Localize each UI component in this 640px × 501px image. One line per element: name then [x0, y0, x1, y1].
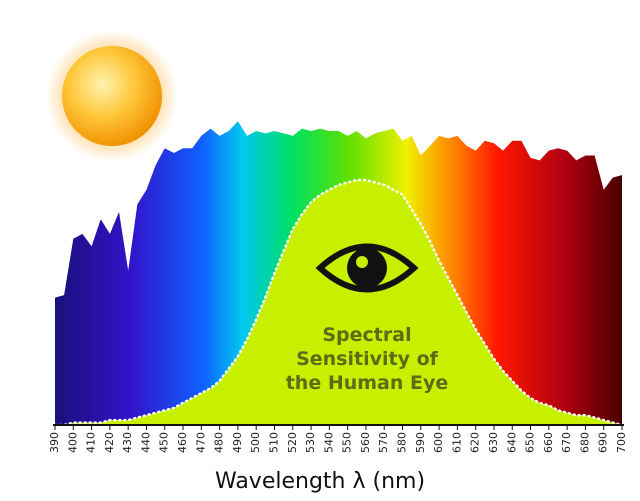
- x-tick-label: 550: [341, 432, 354, 453]
- annotation-line: the Human Eye: [286, 372, 449, 394]
- x-tick-label: 630: [487, 432, 500, 453]
- x-tick-label: 600: [432, 432, 445, 453]
- x-tick-label: 430: [121, 432, 134, 453]
- x-tick-label: 640: [505, 432, 518, 453]
- x-tick-label: 400: [66, 432, 79, 453]
- x-tick-label: 590: [414, 432, 427, 453]
- x-tick-label: 700: [615, 432, 628, 453]
- x-tick-label: 610: [450, 432, 463, 453]
- x-tick-label: 670: [560, 432, 573, 453]
- x-tick-label: 450: [158, 432, 171, 453]
- x-tick-label: 650: [524, 432, 537, 453]
- x-tick-label: 560: [359, 432, 372, 453]
- x-tick-label: 680: [578, 432, 591, 453]
- annotation-line: Sensitivity of: [296, 348, 439, 370]
- plot: [53, 121, 624, 427]
- x-tick-label: 480: [213, 432, 226, 453]
- x-tick-label: 420: [103, 432, 116, 453]
- x-tick-label: 540: [322, 432, 335, 453]
- annotation-line: Spectral: [322, 324, 411, 346]
- x-tick-label: 520: [286, 432, 299, 453]
- x-tick-label: 490: [231, 432, 244, 453]
- x-tick-label: 460: [176, 432, 189, 453]
- x-tick-label: 660: [542, 432, 555, 453]
- x-tick-label: 440: [139, 432, 152, 453]
- area-outline: [53, 178, 624, 427]
- sun: [46, 30, 178, 162]
- x-tick-label: 500: [249, 432, 262, 453]
- x-tick-label: 390: [48, 432, 61, 453]
- eye-icon: [315, 243, 419, 293]
- x-tick-label: 570: [377, 432, 390, 453]
- x-tick-label: 410: [85, 432, 98, 453]
- x-tick-label: 690: [597, 432, 610, 453]
- x-tick-label: 510: [267, 432, 280, 453]
- x-axis-label: Wavelength λ (nm): [215, 469, 425, 494]
- x-tick-label: 580: [396, 432, 409, 453]
- area: [55, 180, 622, 425]
- x-tick-label: 470: [194, 432, 207, 453]
- x-tick-label: 620: [469, 432, 482, 453]
- x-tick-label: 530: [304, 432, 317, 453]
